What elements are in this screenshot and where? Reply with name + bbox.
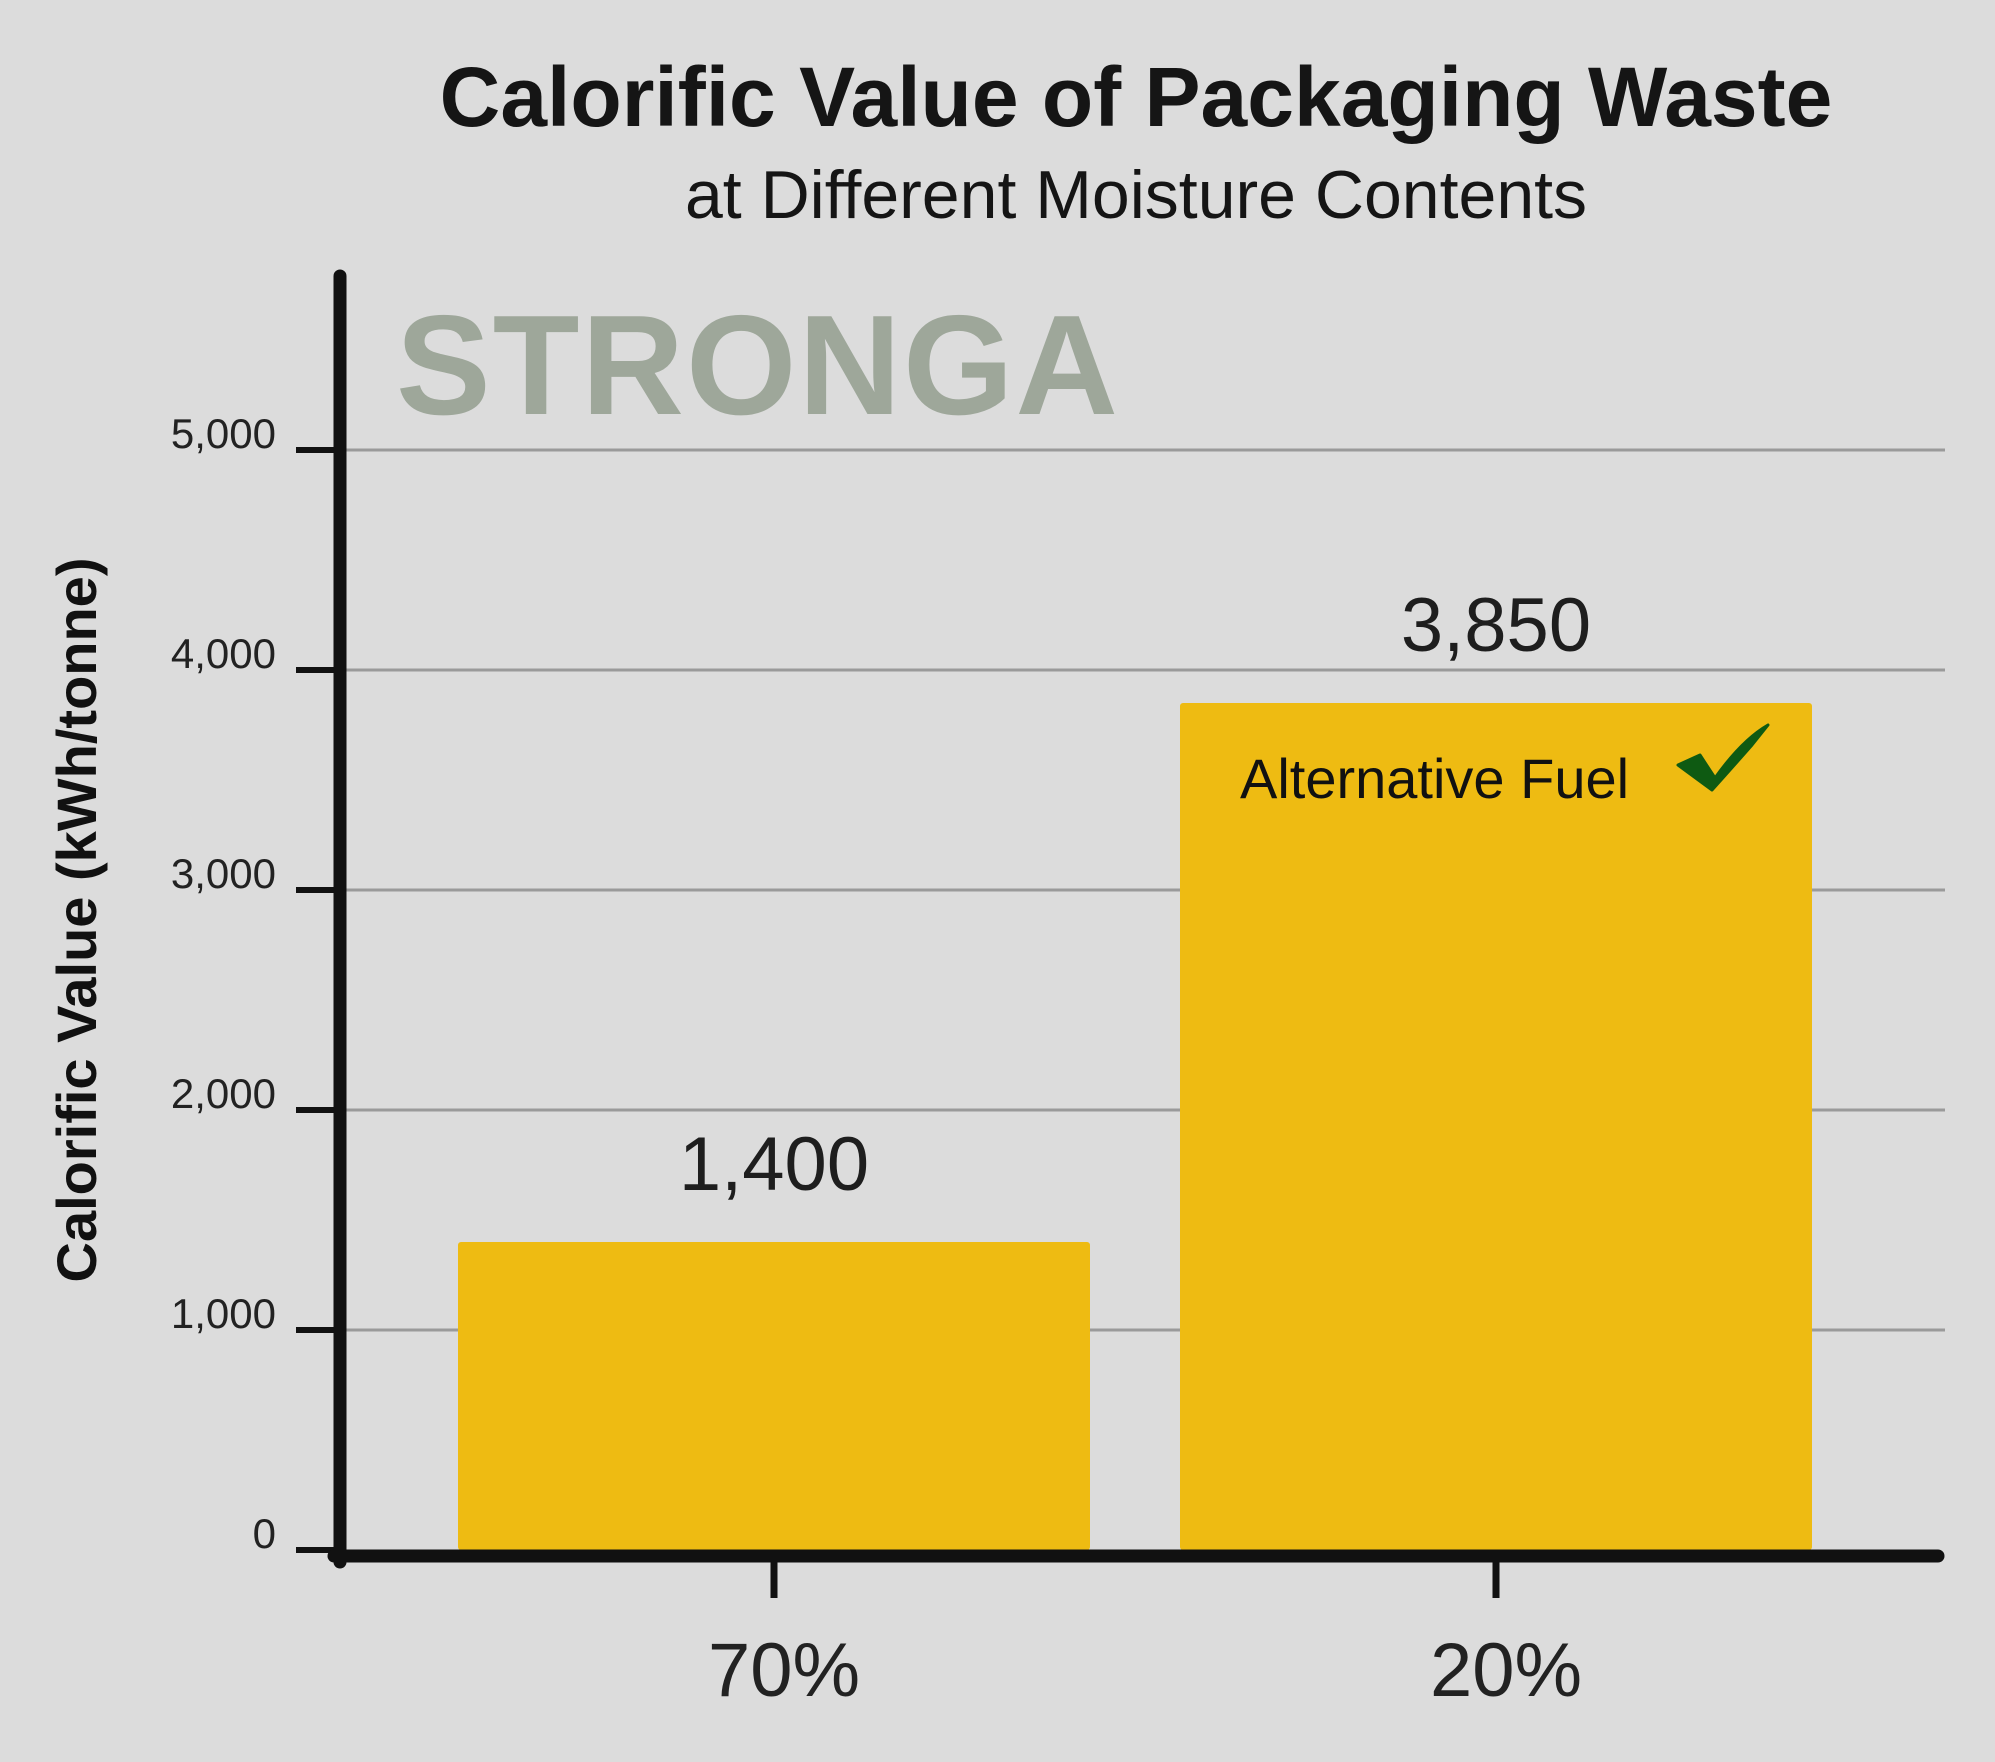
- y-tick-label-1: 1,000: [171, 1290, 276, 1337]
- y-tick-label-0: 0: [253, 1510, 276, 1557]
- data-label-1: 3,850: [1401, 583, 1591, 668]
- y-tick-label-4: 4,000: [171, 630, 276, 677]
- chart-title: Calorific Value of Packaging Waste: [440, 50, 1833, 144]
- y-tick-label-2: 2,000: [171, 1070, 276, 1117]
- bar-0: [458, 1242, 1090, 1550]
- stronga-logo: STRONGA: [396, 286, 1120, 445]
- chart-subtitle: at Different Moisture Contents: [685, 157, 1587, 233]
- axes: [296, 269, 1945, 1598]
- x-tick-label-0: 70%: [708, 1628, 860, 1713]
- bar-1: [1180, 703, 1812, 1550]
- alternative-fuel-label: Alternative Fuel: [1240, 747, 1629, 810]
- data-label-0: 1,400: [679, 1122, 869, 1207]
- y-tick-label-5: 5,000: [171, 410, 276, 457]
- y-axis-label: Calorific Value (kWh/tonne): [45, 558, 108, 1283]
- y-tick-label-3: 3,000: [171, 850, 276, 897]
- labels: 0 1,000 2,000 3,000 4,000 5,000 1,400 70% 3,850 2…: [171, 410, 1770, 1713]
- checkmark-icon: [1676, 723, 1770, 792]
- x-tick-label-1: 20%: [1430, 1628, 1582, 1713]
- bars: [458, 703, 1812, 1550]
